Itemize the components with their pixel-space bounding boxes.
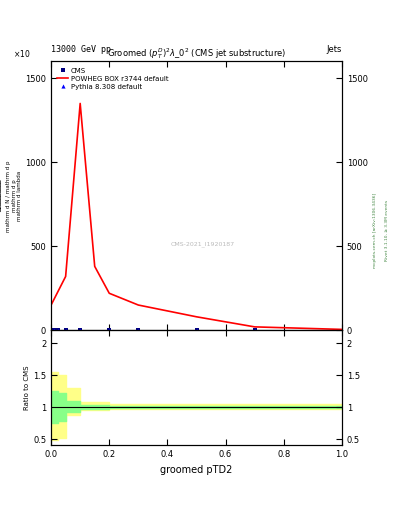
Y-axis label: Ratio to CMS: Ratio to CMS (24, 366, 30, 410)
Text: CMS-2021_I1920187: CMS-2021_I1920187 (170, 241, 234, 247)
Text: $\times 10$: $\times 10$ (13, 48, 31, 59)
Text: 13000 GeV pp: 13000 GeV pp (51, 45, 111, 54)
Text: mcplots.cern.ch [arXiv:1306.3436]: mcplots.cern.ch [arXiv:1306.3436] (373, 193, 377, 268)
X-axis label: groomed pTD2: groomed pTD2 (160, 465, 233, 475)
Text: Jets: Jets (327, 45, 342, 54)
Text: Rivet 3.1.10, ≥ 3.3M events: Rivet 3.1.10, ≥ 3.3M events (385, 200, 389, 261)
Legend: CMS, POWHEG BOX r3744 default, Pythia 8.308 default: CMS, POWHEG BOX r3744 default, Pythia 8.… (57, 68, 168, 90)
Y-axis label: mathrm d$^2$N
mathrm d p
mathrm d lambda

1
──────────
mathrm d N / mathrm d p
m: mathrm d$^2$N mathrm d p mathrm d lambda… (0, 160, 22, 231)
Title: Groomed $(p_T^D)^2\lambda\_0^2$ (CMS jet substructure): Groomed $(p_T^D)^2\lambda\_0^2$ (CMS jet… (107, 47, 286, 61)
